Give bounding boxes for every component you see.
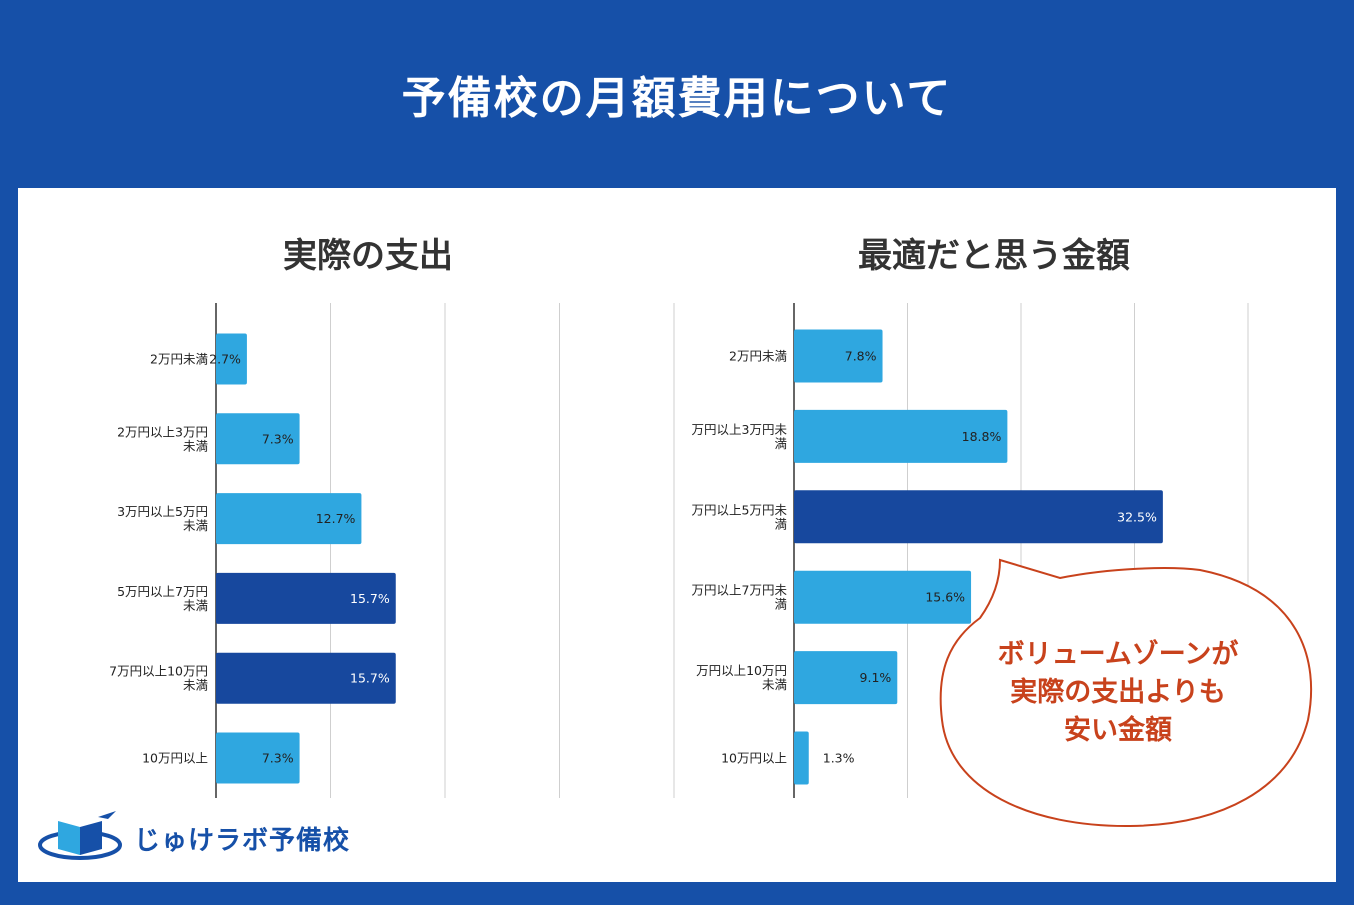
data-label: 7.8% xyxy=(845,349,877,364)
bar xyxy=(216,652,396,704)
category-label: 未満 xyxy=(183,598,208,613)
data-label: 2.7% xyxy=(209,352,241,367)
page-title: 予備校の月額費用について xyxy=(401,73,953,124)
callout-text: ボリュームゾーンが 実際の支出よりも 安い金額 xyxy=(932,636,1304,750)
data-label: 32.5% xyxy=(1117,509,1157,524)
data-label: 9.1% xyxy=(860,670,892,685)
chart-title-optimal: 最適だと思う金額 xyxy=(858,236,1130,276)
bar xyxy=(794,731,809,785)
category-label: 満 xyxy=(774,516,787,531)
callout-line: ボリュームゾーンが xyxy=(997,639,1239,670)
bar xyxy=(216,572,396,624)
category-label: 万円以上7万円未 xyxy=(692,583,788,598)
bar xyxy=(794,409,1008,463)
logo: じゅけラボ予備校 xyxy=(38,808,350,868)
category-label: 7万円以上10万円 xyxy=(109,664,208,679)
callout-bubble xyxy=(939,558,1313,828)
category-label: 10万円以上 xyxy=(721,751,787,766)
category-label: 万円以上10万円 xyxy=(696,663,787,678)
category-label: 2万円以上3万円 xyxy=(117,424,208,439)
category-label: 2万円未満 xyxy=(729,349,787,364)
category-label: 未満 xyxy=(183,678,208,693)
bar xyxy=(216,493,362,545)
bar xyxy=(794,570,972,624)
data-label: 15.7% xyxy=(350,671,390,686)
chart-title-actual: 実際の支出 xyxy=(283,236,453,276)
category-label: 3万円以上5万円 xyxy=(117,504,208,519)
bar xyxy=(794,329,883,383)
bar xyxy=(794,651,898,705)
data-label: 12.7% xyxy=(316,511,356,526)
data-label: 7.3% xyxy=(262,751,294,766)
logo-text: じゅけラボ予備校 xyxy=(134,825,351,856)
category-label: 万円以上5万円未 xyxy=(692,502,788,517)
category-label: 満 xyxy=(774,436,787,451)
data-label: 1.3% xyxy=(823,751,855,766)
category-label: 未満 xyxy=(183,518,208,533)
category-label: 万円以上3万円未 xyxy=(692,422,788,437)
book-icon xyxy=(38,811,122,860)
category-label: 2万円未満 xyxy=(150,352,208,367)
data-label: 15.7% xyxy=(350,591,390,606)
chart-actual: 2.7%2万円未満7.3%2万円以上3万円未満12.7%3万円以上5万円未満15… xyxy=(109,303,675,798)
bar xyxy=(794,490,1163,544)
callout-line: 実際の支出よりも xyxy=(1010,677,1226,708)
category-label: 未満 xyxy=(183,438,208,453)
bar xyxy=(216,732,300,784)
bar xyxy=(216,333,247,385)
category-label: 満 xyxy=(774,597,787,612)
category-label: 10万円以上 xyxy=(142,751,208,766)
callout-line: 安い金額 xyxy=(1064,715,1172,746)
data-label: 15.6% xyxy=(925,590,965,605)
data-label: 18.8% xyxy=(962,429,1002,444)
category-label: 5万円以上7万円 xyxy=(117,584,208,599)
chart-optimal: 7.8%2万円未満18.8%万円以上3万円未満32.5%万円以上5万円未満15.… xyxy=(692,303,1249,798)
data-label: 7.3% xyxy=(262,431,294,446)
bar xyxy=(216,413,300,465)
category-label: 未満 xyxy=(762,677,787,692)
